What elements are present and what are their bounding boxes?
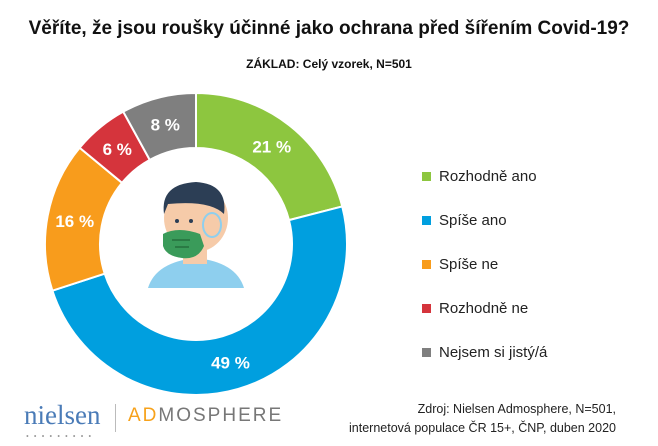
legend-label: Rozhodně ano bbox=[439, 167, 537, 185]
data-label: 49 % bbox=[211, 354, 250, 373]
person-with-face-mask-icon bbox=[148, 182, 244, 288]
data-label: 21 % bbox=[252, 137, 291, 156]
legend-swatch bbox=[422, 171, 431, 181]
nielsen-logo: nielsen ••••••••• bbox=[24, 400, 101, 441]
source-note: Zdroj: Nielsen Admosphere, N=501, intern… bbox=[349, 400, 616, 438]
legend-label: Nejsem si jistý/á bbox=[439, 343, 548, 361]
data-label: 16 % bbox=[55, 212, 94, 231]
donut-slice bbox=[121, 91, 197, 162]
logo-divider bbox=[115, 404, 116, 432]
data-label: 6 % bbox=[103, 140, 132, 159]
legend-item: Rozhodně ano bbox=[422, 154, 547, 198]
source-line-1: Zdroj: Nielsen Admosphere, N=501, bbox=[417, 402, 616, 416]
admosphere-logo: ADMOSPHERE bbox=[128, 405, 284, 426]
legend-label: Spíše ano bbox=[439, 211, 507, 229]
chart-subtitle: ZÁKLAD: Celý vzorek, N=501 bbox=[246, 57, 412, 71]
legend-label: Rozhodně ne bbox=[439, 299, 529, 317]
data-label: 8 % bbox=[151, 115, 180, 134]
legend-item: Spíše ne bbox=[422, 242, 547, 286]
legend-swatch bbox=[422, 215, 431, 225]
legend-item: Rozhodně ne bbox=[422, 286, 547, 330]
legend-item: Nejsem si jistý/á bbox=[422, 330, 547, 374]
source-line-2: internetová populace ČR 15+, ČNP, duben … bbox=[349, 421, 616, 435]
legend-swatch bbox=[422, 303, 431, 313]
legend-label: Spíše ne bbox=[439, 255, 499, 273]
legend-item: Spíše ano bbox=[422, 198, 547, 242]
chart-legend: Rozhodně ano Spíše ano Spíše ne Rozhodně ne… bbox=[422, 154, 547, 374]
legend-swatch bbox=[422, 347, 431, 357]
legend-swatch bbox=[422, 259, 431, 269]
donut-slice bbox=[51, 205, 348, 396]
chart-title: Věříte, že jsou roušky účinné jako ochra… bbox=[28, 18, 630, 39]
